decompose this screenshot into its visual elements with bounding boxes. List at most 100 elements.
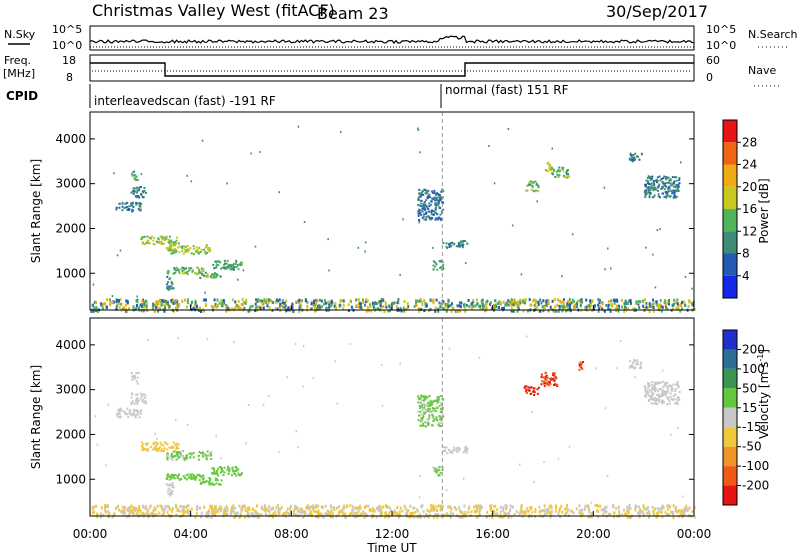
ground-scatter-cell: [262, 508, 265, 512]
scatter-cell: [430, 211, 433, 214]
sparse-echo: [507, 128, 510, 130]
scatter-cell: [675, 179, 678, 182]
ground-scatter-cell: [347, 303, 350, 307]
ground-scatter-cell: [153, 310, 156, 313]
ground-scatter-cell: [237, 300, 240, 303]
scatter-cell: [184, 245, 187, 248]
ground-scatter-cell: [363, 505, 366, 509]
ground-scatter-cell: [684, 304, 687, 307]
ground-scatter-cell: [316, 299, 319, 303]
ground-scatter-cell: [520, 507, 523, 511]
scatter-cell: [638, 367, 641, 370]
ground-scatter-cell: [182, 510, 185, 514]
ground-scatter-cell: [396, 506, 399, 509]
scatter-cell: [191, 270, 194, 273]
ground-scatter-cell: [256, 515, 259, 519]
scatter-cell: [166, 448, 169, 451]
ground-scatter-cell: [194, 300, 197, 304]
scatter-cell: [192, 253, 195, 256]
scatter-cell: [180, 453, 183, 456]
ground-scatter-cell: [276, 504, 279, 508]
ground-scatter-cell: [172, 301, 175, 305]
scatter-cell: [435, 468, 438, 471]
scatter-cell: [438, 193, 441, 196]
scatter-cell: [172, 486, 175, 489]
scatter-cell: [178, 473, 180, 476]
scatter-cell: [660, 187, 663, 190]
scatter-cell: [661, 391, 664, 394]
scatter-cell: [182, 267, 185, 269]
scatter-cell: [202, 474, 205, 477]
scatter-cell: [198, 451, 201, 454]
scatter-cell: [437, 423, 440, 426]
scatter-cell: [184, 250, 187, 253]
scatter-cell: [235, 259, 238, 262]
ground-scatter-cell: [486, 511, 489, 514]
scatter-cell: [424, 398, 427, 401]
ground-scatter-cell: [513, 298, 516, 302]
scatter-cell: [428, 193, 431, 196]
scatter-cell: [213, 275, 215, 278]
ground-scatter-cell: [372, 303, 375, 307]
scatter-cell: [436, 196, 438, 199]
scatter-cell: [427, 417, 430, 420]
scatter-cell: [116, 414, 119, 417]
scatter-cell: [420, 191, 423, 194]
ground-scatter-cell: [490, 306, 493, 310]
scatter-cell: [671, 387, 674, 390]
sparse-echo: [381, 404, 384, 407]
scatter-cell: [126, 407, 129, 410]
scatter-cell: [432, 198, 435, 201]
ground-scatter-cell: [493, 511, 496, 515]
ground-scatter-cell: [526, 506, 529, 510]
scatter-cell: [175, 447, 178, 450]
scatter-cell: [678, 391, 681, 393]
scatter-cell: [144, 448, 147, 451]
scatter-cell: [457, 448, 460, 451]
ground-scatter-cell: [310, 505, 313, 509]
scatter-cell: [198, 473, 201, 476]
scatter-cell: [167, 493, 170, 496]
scatter-cell: [653, 384, 656, 387]
scatter-cell: [423, 207, 426, 210]
scatter-cell: [141, 445, 143, 448]
ground-scatter-cell: [222, 304, 225, 308]
scatter-cell: [670, 398, 673, 401]
scatter-cell: [123, 207, 126, 210]
scatter-cell: [166, 443, 169, 445]
ground-scatter-cell: [581, 508, 584, 512]
scatter-cell: [208, 479, 211, 482]
scatter-cell: [131, 378, 134, 381]
ground-scatter-cell: [659, 510, 662, 514]
scatter-cell: [650, 389, 653, 392]
scatter-cell: [649, 191, 651, 194]
ground-scatter-cell: [95, 301, 97, 305]
scatter-cell: [186, 454, 188, 457]
ground-scatter-cell: [563, 302, 566, 306]
scatter-cell: [143, 401, 145, 404]
scatter-cell: [421, 216, 424, 219]
scatter-cell: [537, 190, 540, 193]
scatter-cell: [138, 188, 140, 191]
cpid-row: CPID interleavedscan (fast) -191 RF norm…: [6, 83, 569, 108]
scatter-cell: [161, 450, 164, 453]
sparse-echo: [105, 464, 107, 467]
scatter-cell: [204, 252, 207, 255]
ground-scatter-cell: [513, 512, 516, 516]
scatter-cell: [652, 402, 655, 405]
ground-scatter-cell: [250, 512, 253, 516]
noise-panel: N.Sky 10^5 10^0 10^5 10^0 N.Search: [4, 23, 798, 52]
scatter-cell: [185, 272, 188, 274]
ground-scatter-cell: [476, 506, 478, 510]
scatter-cell: [678, 182, 681, 185]
scatter-cell: [142, 443, 145, 446]
ground-scatter-cell: [91, 507, 94, 511]
ground-scatter-cell: [545, 300, 548, 304]
scatter-cell: [440, 418, 443, 421]
ground-scatter-cell: [252, 507, 255, 511]
scatter-cell: [434, 208, 437, 211]
scatter-cell: [650, 394, 653, 397]
scatter-cell: [170, 455, 173, 458]
scatter-cell: [664, 191, 667, 194]
